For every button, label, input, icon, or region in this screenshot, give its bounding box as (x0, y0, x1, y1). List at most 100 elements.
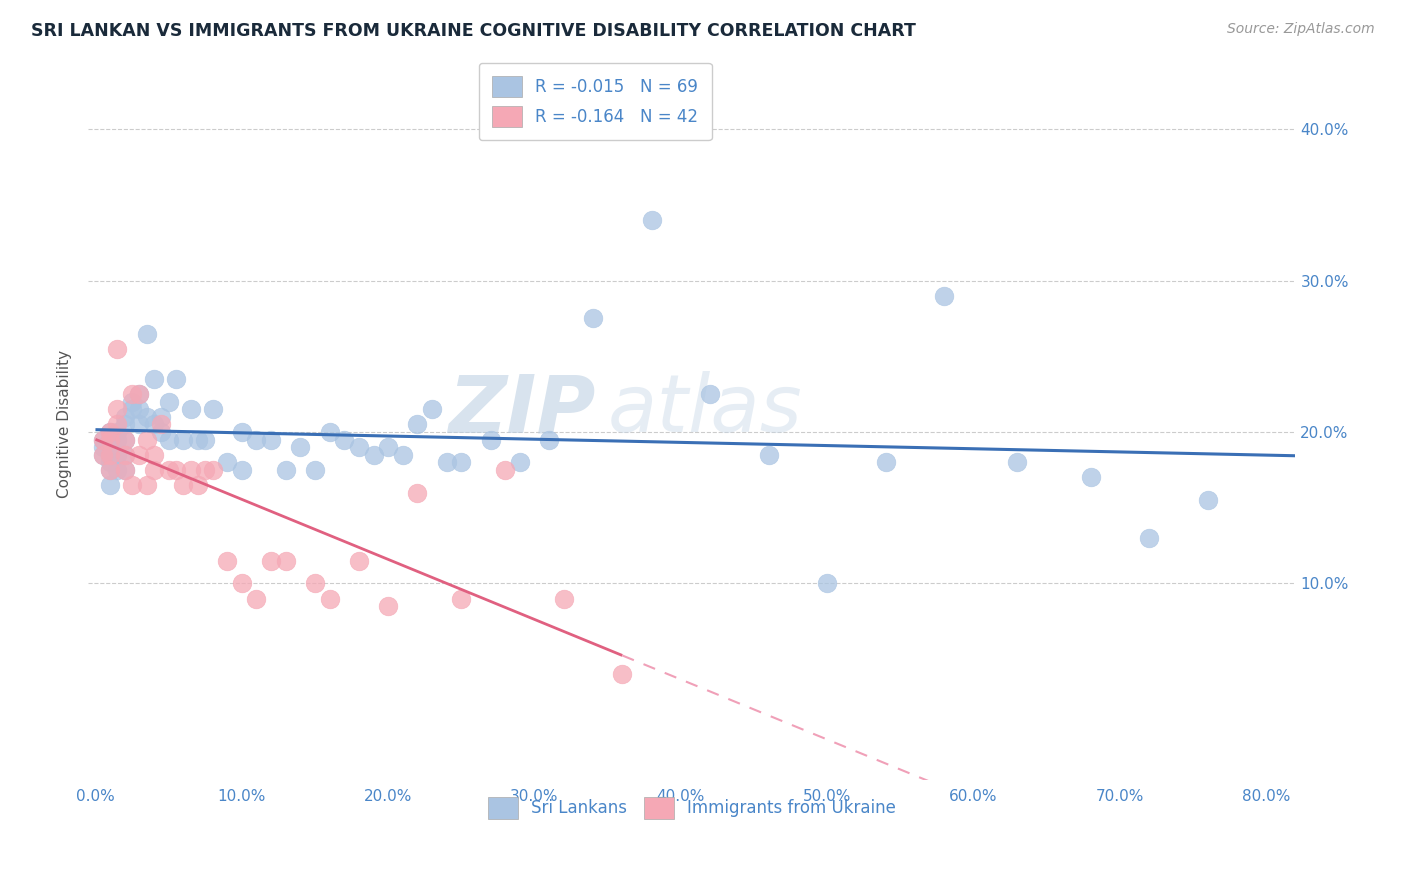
Point (114, 448, 136, 462)
Point (121, 478, 143, 492)
Point (815, 576, 838, 591)
Legend: Sri Lankans, Immigrants from Ukraine: Sri Lankans, Immigrants from Ukraine (481, 790, 903, 825)
Point (107, 448, 129, 462)
Point (1197, 493, 1219, 508)
Point (875, 455, 897, 469)
Point (172, 433, 194, 447)
Point (150, 417, 173, 432)
Point (201, 463, 224, 477)
Point (107, 342, 129, 356)
Point (172, 478, 194, 492)
Point (612, 667, 634, 681)
Point (98, 433, 121, 447)
Point (640, 213, 662, 227)
Point (231, 576, 253, 591)
Point (304, 463, 326, 477)
Point (231, 425, 253, 439)
Point (479, 433, 502, 447)
Point (363, 448, 385, 462)
Point (194, 433, 217, 447)
Point (150, 425, 173, 439)
Point (114, 433, 136, 447)
Point (107, 463, 129, 477)
Point (91, 433, 114, 447)
Point (114, 417, 136, 432)
Text: ZIP: ZIP (449, 371, 595, 450)
Point (538, 433, 561, 447)
Point (406, 417, 429, 432)
Point (406, 485, 429, 500)
Point (157, 433, 180, 447)
Point (509, 455, 531, 469)
Point (91, 440, 114, 454)
Point (143, 372, 166, 386)
Y-axis label: Cognitive Disability: Cognitive Disability (58, 351, 72, 499)
Text: SRI LANKAN VS IMMIGRANTS FROM UKRAINE COGNITIVE DISABILITY CORRELATION CHART: SRI LANKAN VS IMMIGRANTS FROM UKRAINE CO… (31, 22, 915, 40)
Point (114, 463, 136, 477)
Point (758, 448, 780, 462)
Point (180, 463, 202, 477)
Point (165, 372, 187, 386)
Point (128, 387, 150, 401)
Text: Source: ZipAtlas.com: Source: ZipAtlas.com (1227, 22, 1375, 37)
Point (157, 394, 180, 409)
Point (582, 311, 605, 326)
Point (98, 433, 121, 447)
Point (128, 448, 150, 462)
Point (180, 402, 202, 417)
Point (934, 288, 956, 302)
Point (107, 425, 129, 439)
Point (494, 463, 516, 477)
Point (420, 402, 443, 417)
Point (107, 433, 129, 447)
Point (1080, 470, 1102, 484)
Point (121, 387, 143, 401)
Point (245, 433, 267, 447)
Point (98, 448, 121, 462)
Point (98, 463, 121, 477)
Point (114, 463, 136, 477)
Point (318, 425, 340, 439)
Point (187, 478, 209, 492)
Point (217, 455, 239, 469)
Point (150, 409, 173, 424)
Point (165, 463, 187, 477)
Point (231, 463, 253, 477)
Point (98, 425, 121, 439)
Point (377, 599, 399, 614)
Point (98, 463, 121, 477)
Point (553, 591, 575, 606)
Point (391, 448, 413, 462)
Point (121, 394, 143, 409)
Point (699, 387, 721, 401)
Point (98, 478, 121, 492)
Point (304, 576, 326, 591)
Point (128, 402, 150, 417)
Point (201, 402, 224, 417)
Point (143, 417, 166, 432)
Point (114, 448, 136, 462)
Point (91, 433, 114, 447)
Point (107, 402, 129, 417)
Point (450, 455, 472, 469)
Point (260, 554, 283, 568)
Point (91, 448, 114, 462)
Point (98, 448, 121, 462)
Point (135, 409, 157, 424)
Point (135, 326, 157, 341)
Point (274, 463, 297, 477)
Point (91, 448, 114, 462)
Point (245, 591, 267, 606)
Point (187, 433, 209, 447)
Point (114, 409, 136, 424)
Point (143, 448, 166, 462)
Point (333, 433, 356, 447)
Point (1007, 455, 1029, 469)
Point (347, 554, 370, 568)
Point (98, 455, 121, 469)
Point (143, 463, 166, 477)
Point (157, 463, 180, 477)
Point (135, 478, 157, 492)
Point (318, 591, 340, 606)
Point (1137, 531, 1160, 545)
